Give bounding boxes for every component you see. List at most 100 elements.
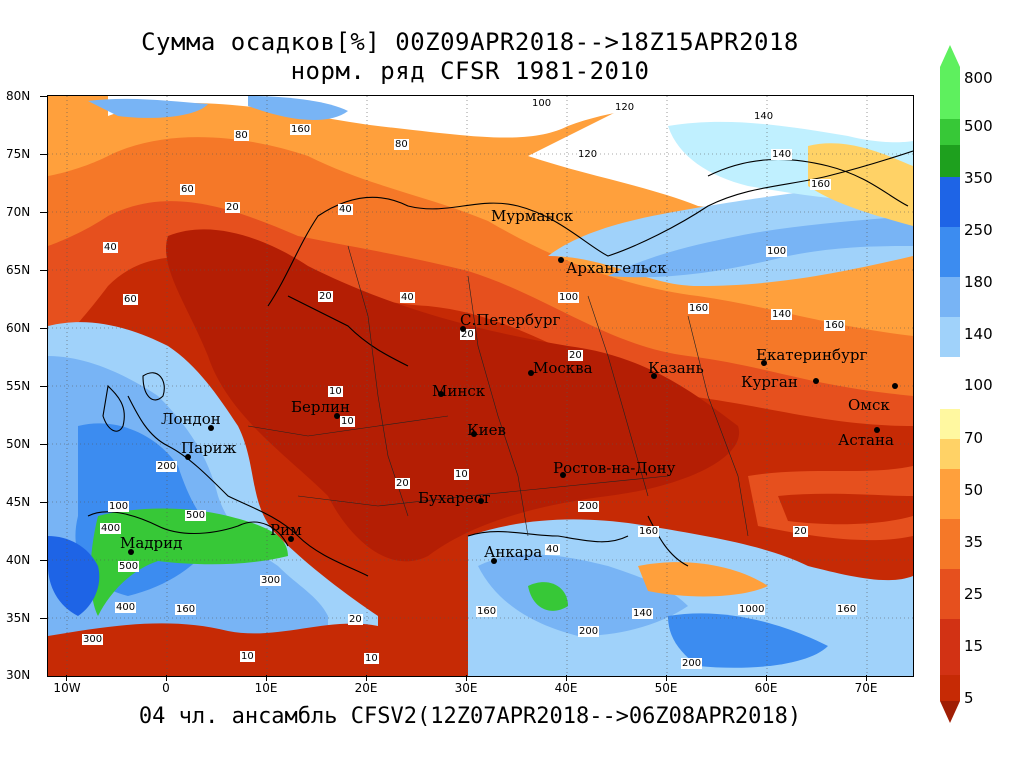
legend-label: 140 <box>964 325 993 343</box>
lat-label: 55N <box>6 379 31 393</box>
lon-label: 10W <box>53 681 81 695</box>
city-marker <box>334 413 340 419</box>
lat-tick <box>40 386 47 387</box>
city-marker <box>528 370 534 376</box>
city-label-rostov: Ростов-на-Дону <box>553 459 676 477</box>
precipitation-map: 100 120 140 140 120 80 80 160 60 20 40 4… <box>47 95 914 677</box>
legend-label: 50 <box>964 481 984 499</box>
contour-label: 10 <box>454 469 469 480</box>
contour-label: 200 <box>578 501 600 512</box>
contour-label: 160 <box>175 604 197 615</box>
lon-label: 20E <box>354 681 378 695</box>
city-marker <box>288 536 294 542</box>
city-marker <box>892 383 898 389</box>
contour-label: 40 <box>545 544 560 555</box>
contour-label: 140 <box>632 608 654 619</box>
legend-label: 800 <box>964 69 993 87</box>
city-label-st-petersburg: С.Петербург <box>460 311 561 329</box>
colorbar <box>940 45 960 723</box>
lat-tick <box>40 502 47 503</box>
lon-tick <box>766 675 767 681</box>
lat-tick <box>40 154 47 155</box>
lat-tick <box>40 270 47 271</box>
contour-label: 40 <box>400 292 415 303</box>
lat-label: 50N <box>6 437 31 451</box>
lat-tick <box>40 560 47 561</box>
city-marker <box>478 498 484 504</box>
contour-label: 10 <box>240 651 255 662</box>
lon-label: 10E <box>254 681 278 695</box>
city-marker <box>208 425 214 431</box>
lat-label: 30N <box>6 668 31 682</box>
city-marker <box>651 373 657 379</box>
contour-label: 80 <box>394 139 409 150</box>
city-label-omsk: Омск <box>848 396 890 414</box>
city-label-astana: Астана <box>838 431 894 449</box>
contour-label: 100 <box>108 501 130 512</box>
city-marker <box>558 257 564 263</box>
legend-label: 35 <box>964 533 984 551</box>
contour-label: 160 <box>638 526 660 537</box>
contour-label: 20 <box>395 478 410 489</box>
lat-tick <box>40 618 47 619</box>
contour-label: 120 <box>614 102 636 113</box>
lat-label: 80N <box>6 89 31 103</box>
lon-label: 30E <box>454 681 478 695</box>
city-marker <box>471 431 477 437</box>
contour-label: 60 <box>123 294 138 305</box>
contour-label: 300 <box>82 634 104 645</box>
lon-tick <box>566 675 567 681</box>
city-marker <box>460 326 466 332</box>
contour-label: 40 <box>103 242 118 253</box>
lat-label: 70N <box>6 205 31 219</box>
contour-label: 200 <box>681 658 703 669</box>
contour-label: 140 <box>771 149 793 160</box>
contour-label: 160 <box>688 303 710 314</box>
contour-label: 40 <box>338 204 353 215</box>
legend-label: 100 <box>964 376 993 394</box>
contour-label: 160 <box>810 179 832 190</box>
colorbar-legend: 800 500 350 250 180 140 100 70 50 35 25 … <box>938 45 1024 725</box>
city-label-moscow: Москва <box>533 359 593 377</box>
lon-label: 70E <box>854 681 878 695</box>
contour-label: 500 <box>118 561 140 572</box>
contour-label: 140 <box>753 111 775 122</box>
city-label-kazan: Казань <box>648 359 704 377</box>
legend-label: 350 <box>964 169 993 187</box>
chart-title-line2: норм. ряд CFSR 1981-2010 <box>290 57 650 85</box>
legend-label: 15 <box>964 637 984 655</box>
legend-label: 5 <box>964 689 974 707</box>
lat-tick <box>40 96 47 97</box>
lat-tick <box>40 328 47 329</box>
contour-label: 140 <box>771 309 793 320</box>
contour-label: 80 <box>234 130 249 141</box>
city-label-kurgan: Курган <box>741 373 798 391</box>
legend-label: 180 <box>964 273 993 291</box>
city-label-madrid: Мадрид <box>120 534 183 552</box>
contour-label: 200 <box>578 626 600 637</box>
city-marker <box>874 427 880 433</box>
lat-label: 40N <box>6 553 31 567</box>
lon-label: 0 <box>162 681 170 695</box>
contour-label: 20 <box>225 202 240 213</box>
contour-label: 10 <box>340 416 355 427</box>
contour-label: 160 <box>836 604 858 615</box>
contour-label: 60 <box>180 184 195 195</box>
city-label-murmansk: Мурманск <box>491 207 574 225</box>
city-marker <box>128 549 134 555</box>
contour-label: 400 <box>115 602 137 613</box>
city-marker <box>560 472 566 478</box>
city-marker <box>185 454 191 460</box>
map-field <box>48 96 913 676</box>
lon-label: 60E <box>754 681 778 695</box>
contour-label: 160 <box>476 606 498 617</box>
city-label-minsk: Минск <box>432 382 486 400</box>
contour-label: 100 <box>531 98 553 109</box>
city-label-kiev: Киев <box>467 421 506 439</box>
contour-label: 20 <box>568 350 583 361</box>
legend-label: 25 <box>964 585 984 603</box>
contour-label: 160 <box>824 320 846 331</box>
lon-tick <box>866 675 867 681</box>
lon-tick <box>666 675 667 681</box>
city-marker <box>438 391 444 397</box>
